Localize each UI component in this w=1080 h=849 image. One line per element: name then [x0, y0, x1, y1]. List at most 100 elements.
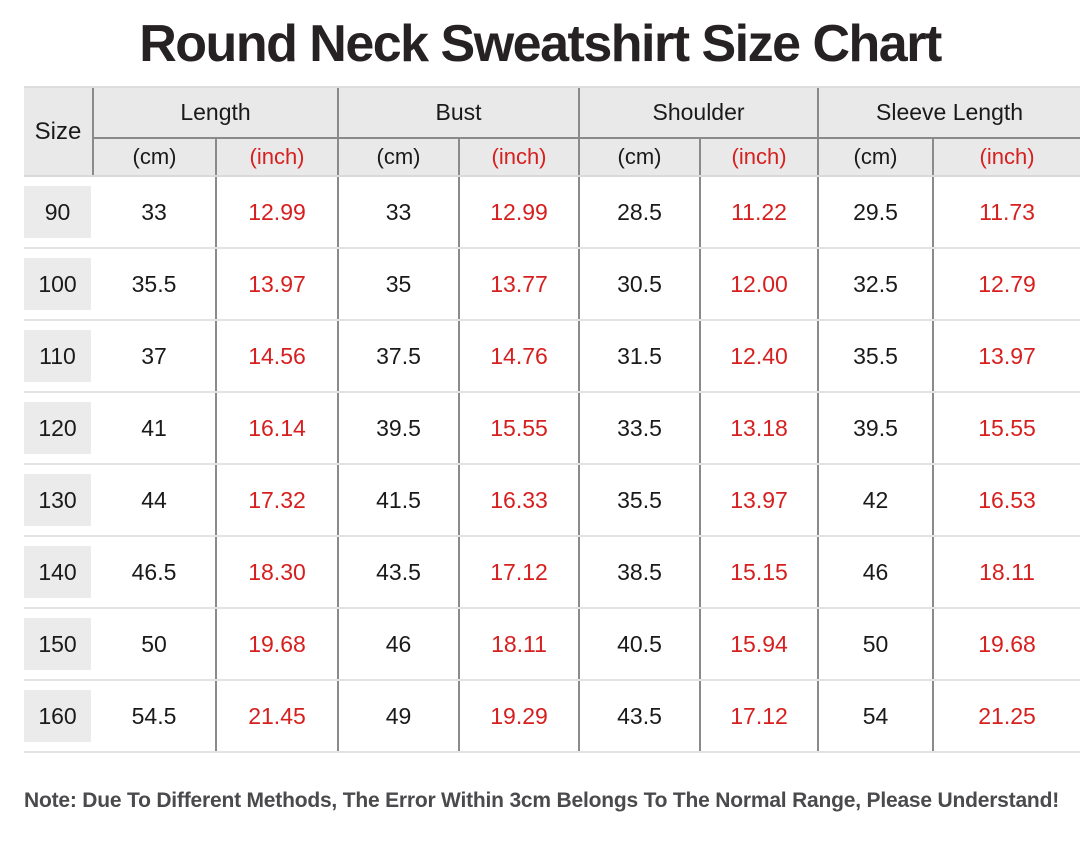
sleeve-inch-cell: 13.97 [932, 320, 1080, 393]
group-header-bust: Bust [337, 86, 580, 138]
length-inch-cell: 16.14 [214, 392, 339, 465]
sleeve-cm-cell: 29.5 [817, 176, 934, 249]
bust-inch-cell: 15.55 [458, 392, 580, 465]
size-cell: 100 [24, 248, 93, 321]
table-header: Size Length Bust Shoulder Sleeve Length … [24, 86, 1080, 177]
length-cm-cell: 37 [93, 320, 216, 393]
size-cell: 150 [24, 608, 93, 681]
shoulder-cm-cell: 31.5 [578, 320, 701, 393]
shoulder-inch-cell: 12.00 [699, 248, 819, 321]
sleeve-inch-cell: 16.53 [932, 464, 1080, 537]
length-cm-cell: 46.5 [93, 536, 216, 609]
sleeve-cm-cell: 32.5 [817, 248, 934, 321]
size-column-header: Size [24, 86, 93, 177]
bust-inch-cell: 13.77 [458, 248, 580, 321]
unit-header-cm: (cm) [92, 137, 216, 177]
group-header-length: Length [91, 86, 339, 138]
table-row-size-90: 90 33 12.99 33 12.99 28.5 11.22 29.5 11.… [24, 176, 1080, 249]
size-value: 140 [24, 546, 91, 598]
shoulder-cm-cell: 38.5 [578, 536, 701, 609]
sleeve-inch-cell: 21.25 [932, 680, 1080, 753]
size-cell: 140 [24, 536, 93, 609]
table-row-size-110: 110 37 14.56 37.5 14.76 31.5 12.40 35.5 … [24, 320, 1080, 393]
sleeve-cm-cell: 50 [817, 608, 934, 681]
size-value: 120 [24, 402, 91, 454]
shoulder-inch-cell: 11.22 [699, 176, 819, 249]
bust-cm-cell: 46 [337, 608, 460, 681]
unit-header-inch: (inch) [458, 137, 580, 177]
table-row-size-160: 160 54.5 21.45 49 19.29 43.5 17.12 54 21… [24, 680, 1080, 753]
table-body: 90 33 12.99 33 12.99 28.5 11.22 29.5 11.… [24, 176, 1080, 753]
size-value: 130 [24, 474, 91, 526]
bust-inch-cell: 16.33 [458, 464, 580, 537]
shoulder-cm-cell: 43.5 [578, 680, 701, 753]
group-header-row: Size Length Bust Shoulder Sleeve Length [24, 86, 1080, 177]
size-chart-page: Round Neck Sweatshirt Size Chart Size Le… [0, 8, 1080, 849]
sleeve-cm-cell: 42 [817, 464, 934, 537]
size-cell: 130 [24, 464, 93, 537]
shoulder-inch-cell: 15.15 [699, 536, 819, 609]
unit-header-cm: (cm) [337, 137, 460, 177]
bust-cm-cell: 49 [337, 680, 460, 753]
size-value: 160 [24, 690, 91, 742]
length-cm-cell: 50 [93, 608, 216, 681]
shoulder-inch-cell: 13.97 [699, 464, 819, 537]
table-row-size-140: 140 46.5 18.30 43.5 17.12 38.5 15.15 46 … [24, 536, 1080, 609]
unit-header-cm: (cm) [817, 137, 934, 177]
table-row-size-100: 100 35.5 13.97 35 13.77 30.5 12.00 32.5 … [24, 248, 1080, 321]
table-row-size-120: 120 41 16.14 39.5 15.55 33.5 13.18 39.5 … [24, 392, 1080, 465]
sleeve-inch-cell: 19.68 [932, 608, 1080, 681]
shoulder-inch-cell: 17.12 [699, 680, 819, 753]
length-cm-cell: 33 [93, 176, 216, 249]
bust-inch-cell: 12.99 [458, 176, 580, 249]
sleeve-cm-cell: 39.5 [817, 392, 934, 465]
length-cm-cell: 35.5 [93, 248, 216, 321]
sleeve-cm-cell: 35.5 [817, 320, 934, 393]
shoulder-cm-cell: 33.5 [578, 392, 701, 465]
length-inch-cell: 21.45 [214, 680, 339, 753]
unit-header-inch: (inch) [699, 137, 819, 177]
size-value: 110 [24, 330, 91, 382]
shoulder-cm-cell: 28.5 [578, 176, 701, 249]
unit-header-inch: (inch) [214, 137, 339, 177]
size-value: 100 [24, 258, 91, 310]
group-header-shoulder: Shoulder [578, 86, 819, 138]
size-value: 90 [24, 186, 91, 238]
unit-header-cm: (cm) [578, 137, 701, 177]
shoulder-inch-cell: 15.94 [699, 608, 819, 681]
length-inch-cell: 17.32 [214, 464, 339, 537]
group-header-sleeve-length: Sleeve Length [817, 86, 1080, 138]
bust-inch-cell: 19.29 [458, 680, 580, 753]
length-inch-cell: 14.56 [214, 320, 339, 393]
table-row-size-130: 130 44 17.32 41.5 16.33 35.5 13.97 42 16… [24, 464, 1080, 537]
shoulder-cm-cell: 40.5 [578, 608, 701, 681]
length-inch-cell: 18.30 [214, 536, 339, 609]
sleeve-inch-cell: 15.55 [932, 392, 1080, 465]
note-text: Note: Due To Different Methods, The Erro… [24, 789, 1059, 812]
bust-cm-cell: 37.5 [337, 320, 460, 393]
unit-header-inch: (inch) [932, 137, 1080, 177]
shoulder-cm-cell: 30.5 [578, 248, 701, 321]
bust-cm-cell: 43.5 [337, 536, 460, 609]
size-cell: 90 [24, 176, 93, 249]
bust-cm-cell: 39.5 [337, 392, 460, 465]
length-inch-cell: 13.97 [214, 248, 339, 321]
sleeve-inch-cell: 11.73 [932, 176, 1080, 249]
table-row-size-150: 150 50 19.68 46 18.11 40.5 15.94 50 19.6… [24, 608, 1080, 681]
length-inch-cell: 12.99 [214, 176, 339, 249]
bust-inch-cell: 17.12 [458, 536, 580, 609]
sleeve-inch-cell: 12.79 [932, 248, 1080, 321]
size-cell: 120 [24, 392, 93, 465]
bust-cm-cell: 41.5 [337, 464, 460, 537]
size-cell: 160 [24, 680, 93, 753]
page-title: Round Neck Sweatshirt Size Chart [139, 15, 942, 73]
bust-cm-cell: 33 [337, 176, 460, 249]
length-cm-cell: 41 [93, 392, 216, 465]
bust-inch-cell: 14.76 [458, 320, 580, 393]
unit-header-row: (cm) (inch) (cm) (inch) (cm) (inch) (cm)… [24, 137, 1080, 177]
sleeve-cm-cell: 46 [817, 536, 934, 609]
sleeve-inch-cell: 18.11 [932, 536, 1080, 609]
sleeve-cm-cell: 54 [817, 680, 934, 753]
shoulder-inch-cell: 12.40 [699, 320, 819, 393]
size-cell: 110 [24, 320, 93, 393]
